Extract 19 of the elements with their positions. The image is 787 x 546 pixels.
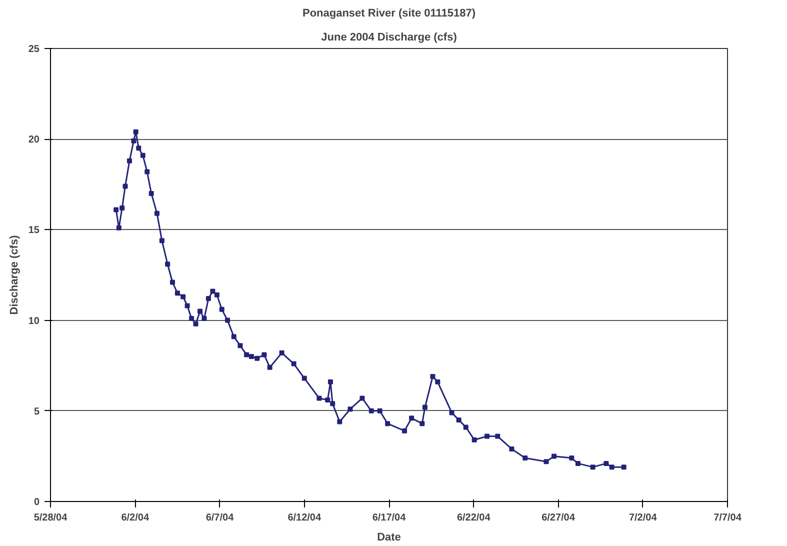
chart-subtitle: June 2004 Discharge (cfs) [321,32,458,44]
y-tick-label: 20 [28,134,40,146]
y-tick-label: 5 [34,406,40,418]
y-axis-title: Discharge (cfs) [8,234,20,315]
x-tick-label: 6/2/04 [121,512,150,524]
x-tick-label: 6/12/04 [288,512,322,524]
x-tick-label: 6/7/04 [206,512,234,524]
y-tick-label: 25 [28,44,40,55]
y-tick-label: 10 [28,316,40,327]
x-tick-label: 5/28/04 [34,512,68,524]
y-tick-label: 15 [28,225,40,236]
x-tick-label: 6/17/04 [372,512,406,524]
x-tick-label: 6/27/04 [542,512,576,524]
x-tick-label: 7/7/04 [714,512,742,524]
x-tick-label: 7/2/04 [628,512,658,524]
x-axis-title: Date [377,532,401,544]
y-tick-label: 0 [34,497,40,508]
x-tick-label: 6/22/04 [456,512,491,524]
chart-title: Ponaganset River (site 01115187) [302,8,476,20]
